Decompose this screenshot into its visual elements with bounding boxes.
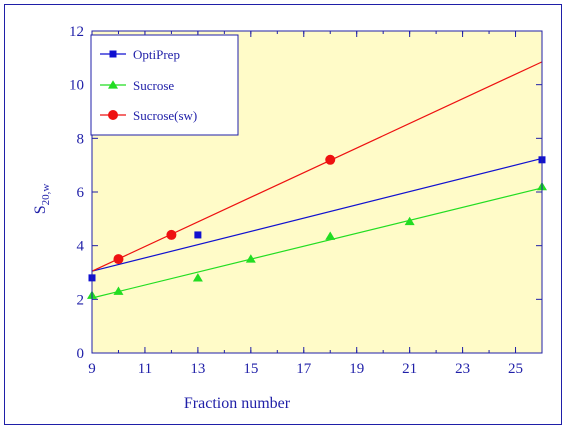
data-point-sucrose-sw xyxy=(166,229,177,240)
legend-marker-sucrose xyxy=(108,80,118,89)
data-point-sucrose xyxy=(245,254,256,263)
y-axis-title: S20,w xyxy=(32,184,52,215)
x-tick-label: 23 xyxy=(455,361,470,377)
y-axis-title-subscript: 20,w xyxy=(40,184,52,206)
x-tick-labels: 9 11 13 15 17 19 21 23 25 xyxy=(88,361,523,377)
x-tick-label: 25 xyxy=(508,361,523,377)
fit-line-optiprep xyxy=(91,157,543,272)
plot-border xyxy=(91,30,543,354)
data-point-sucrose-sw xyxy=(325,154,336,165)
y-axis-title-main: S xyxy=(32,205,49,214)
legend-marker-sucrose-sw xyxy=(108,110,118,120)
data-point-optiprep xyxy=(194,231,202,239)
x-tick-label: 9 xyxy=(88,361,96,377)
data-markers xyxy=(87,154,547,299)
y-tick-label: 4 xyxy=(77,239,85,255)
legend-label-sucrose-sw: Sucrose(sw) xyxy=(133,108,197,123)
x-tick-label: 17 xyxy=(296,361,312,377)
legend-item-optiprep: OptiPrep xyxy=(100,47,180,62)
y-tick-label: 6 xyxy=(77,185,85,201)
x-tick-label: 21 xyxy=(402,361,417,377)
y-tick-label: 12 xyxy=(69,24,84,40)
x-tick-label: 15 xyxy=(243,361,258,377)
data-point-sucrose xyxy=(404,216,415,226)
fit-line-sucrose xyxy=(91,187,543,299)
y-tick-label: 0 xyxy=(77,346,85,362)
x-axis-title: Fraction number xyxy=(184,395,291,412)
legend-label-sucrose: Sucrose xyxy=(133,78,174,93)
data-point-sucrose xyxy=(325,231,336,240)
y-tick-label: 2 xyxy=(77,292,85,308)
chart-frame: 9 11 13 15 17 19 21 23 25 0 2 4 6 8 10 12 Fraction num… xyxy=(4,4,562,425)
y-tick-label: 8 xyxy=(77,131,85,147)
data-point-sucrose xyxy=(192,273,203,282)
data-point-sucrose-sw xyxy=(113,254,124,265)
legend: OptiPrep Sucrose Sucrose(sw) xyxy=(90,34,239,136)
y-tick-labels: 0 2 4 6 8 10 12 xyxy=(69,24,85,362)
legend-item-sucrose-sw: Sucrose(sw) xyxy=(100,108,197,123)
x-tick-label: 11 xyxy=(138,361,152,377)
legend-item-sucrose: Sucrose xyxy=(100,78,174,93)
legend-label-optiprep: OptiPrep xyxy=(133,47,180,62)
data-point-sucrose xyxy=(113,286,124,295)
x-tick-label: 13 xyxy=(190,361,205,377)
scatter-chart: 9 11 13 15 17 19 21 23 25 0 2 4 6 8 10 12 Fraction num… xyxy=(32,24,547,412)
y-tick-label: 10 xyxy=(69,78,84,94)
legend-marker-optiprep xyxy=(109,50,117,58)
x-tick-label: 19 xyxy=(349,361,364,377)
